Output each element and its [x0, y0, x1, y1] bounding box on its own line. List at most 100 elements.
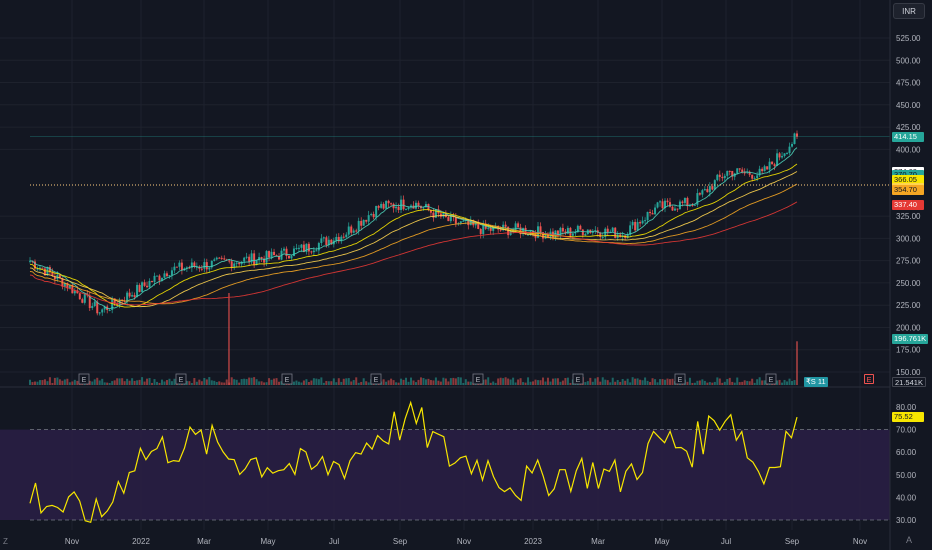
candle-body [113, 298, 116, 304]
volume-bar [38, 380, 41, 385]
volume-bar [397, 382, 400, 385]
candle-body [111, 298, 114, 310]
candle-body [634, 221, 637, 231]
candle-body [581, 229, 584, 236]
candle-body [315, 250, 318, 252]
candlesticks[interactable] [29, 130, 798, 316]
candle-body [131, 295, 134, 297]
currency-button[interactable]: INR [893, 3, 925, 19]
candle-body [367, 215, 370, 222]
volume-bar [153, 379, 156, 385]
candle-body [233, 263, 236, 268]
volume-bar [210, 380, 213, 385]
candle-body [564, 231, 567, 234]
price-axis[interactable]: 525.00 500.00 475.00 450.00 425.00 400.00 325.… [896, 34, 921, 377]
candle-body [693, 204, 696, 206]
candle-body [673, 208, 676, 211]
candle-body [175, 266, 178, 268]
volume-bar [268, 378, 271, 385]
candle-body [287, 255, 290, 259]
candle-body [255, 260, 258, 265]
volume-bar [417, 379, 420, 385]
volume-bar [73, 379, 76, 385]
earnings-marker[interactable] [281, 373, 293, 385]
candle-body [205, 262, 208, 270]
volume-bar [701, 379, 704, 385]
candle-body [758, 168, 761, 176]
time-tick-label: Jul [721, 537, 731, 546]
volume-bar [41, 380, 44, 385]
earnings-marker[interactable] [78, 373, 90, 385]
moving-average-line [29, 201, 798, 306]
candle-body [322, 237, 325, 239]
volume-bar [432, 380, 435, 385]
volume-bar [671, 378, 674, 385]
time-tick-label: Nov [853, 537, 867, 546]
earnings-marker[interactable] [765, 373, 777, 385]
candle-body [362, 219, 365, 226]
earnings-marker[interactable] [370, 373, 382, 385]
volume-bar [636, 378, 639, 385]
candle-body [424, 204, 427, 208]
candle-body [235, 262, 238, 264]
volume-bar [93, 379, 96, 385]
volume-bar [711, 382, 714, 385]
volume-bar [437, 380, 440, 385]
earnings-marker[interactable] [674, 373, 686, 385]
candle-body [223, 258, 226, 260]
candle-body [487, 227, 490, 229]
volume-bar [362, 378, 365, 385]
candle-body [718, 174, 721, 177]
volume-bar [146, 378, 149, 385]
candle-body [305, 243, 308, 252]
candle-body [768, 161, 771, 170]
volume-bar [442, 377, 445, 385]
candle-body [559, 227, 562, 236]
volume-bar [63, 379, 66, 385]
auto-scale-icon[interactable]: A [906, 535, 913, 545]
candle-body [342, 236, 345, 238]
candle-body [93, 301, 96, 307]
volume-bar [693, 382, 696, 385]
volume-bar [751, 378, 754, 385]
volume-bar [342, 378, 345, 385]
volume-bar [718, 378, 721, 385]
volume-bar [58, 379, 61, 385]
dividend-marker[interactable]: ₹S 11 [804, 377, 828, 387]
candle-body [307, 243, 310, 252]
volume-bar [402, 379, 405, 385]
rsi-tick-label: 60.00 [896, 448, 917, 457]
earnings-marker[interactable] [472, 373, 484, 385]
earnings-marker[interactable] [572, 373, 584, 385]
candle-body [168, 275, 171, 277]
candle-body [228, 260, 231, 262]
candle-body [611, 227, 614, 232]
price-tick-label: 250.00 [896, 279, 921, 288]
candle-body [666, 200, 669, 203]
time-axis[interactable]: Nov 2022 Mar May Jul Sep Nov 2023 Mar May Jul Sep No… [65, 537, 867, 546]
moving-average-line [29, 147, 798, 310]
candle-body [644, 220, 647, 222]
candle-body [245, 256, 248, 258]
volume-bar [419, 377, 422, 385]
volume-bar [527, 377, 530, 385]
tradingview-logo-icon[interactable]: Z [3, 537, 8, 546]
volume-bar [696, 380, 699, 385]
candle-body [736, 168, 739, 174]
earnings-marker[interactable] [175, 373, 187, 385]
candle-body [173, 266, 176, 271]
candle-body [355, 230, 358, 232]
volume-bar [686, 381, 689, 385]
volume-bar [599, 381, 602, 385]
volume-bar [248, 377, 251, 385]
candle-body [203, 262, 206, 269]
earnings-marker-upcoming[interactable]: E [864, 374, 874, 384]
candle-body [143, 282, 146, 286]
volume-bar [29, 379, 31, 385]
volume-ma-tag: 196.761K [892, 334, 929, 344]
volume-bar [195, 381, 198, 385]
volume-bar [193, 378, 196, 385]
candle-body [395, 206, 398, 209]
